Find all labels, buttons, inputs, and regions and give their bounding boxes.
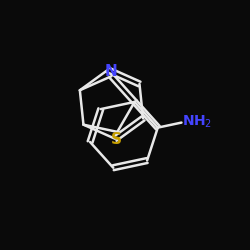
Text: S: S [110,132,122,147]
Text: NH$_2$: NH$_2$ [182,113,213,130]
Text: N: N [105,64,118,79]
